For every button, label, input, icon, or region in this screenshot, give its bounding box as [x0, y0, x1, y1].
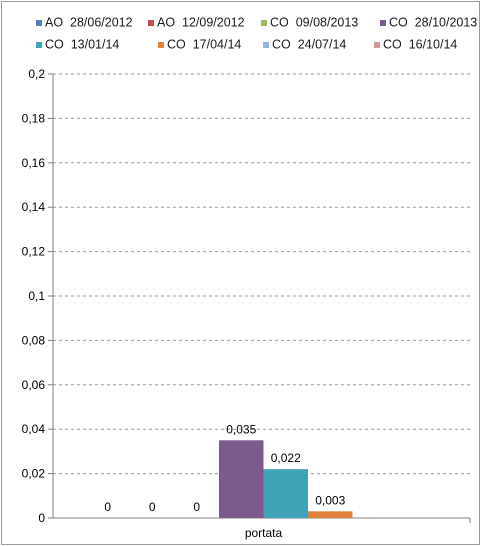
legend-label: CO 17/04/14 — [167, 38, 241, 52]
y-tick-label: 0,02 — [22, 467, 46, 481]
y-tick-label: 0,18 — [22, 111, 46, 125]
y-tick-label: 0,04 — [22, 422, 46, 436]
legend-swatch — [148, 20, 154, 26]
legend-label: AO 28/06/2012 — [45, 16, 133, 30]
legend-swatch — [36, 20, 42, 26]
legend-label: CO 28/10/2013 — [389, 16, 477, 30]
bar — [263, 469, 308, 518]
y-tick-label: 0 — [38, 511, 45, 525]
y-tick-label: 0,12 — [22, 245, 46, 259]
data-label: 0 — [193, 500, 200, 514]
data-label: 0 — [104, 500, 111, 514]
legend-label: CO 24/07/14 — [272, 38, 346, 52]
y-tick-label: 0,08 — [22, 333, 46, 347]
legend-label: CO 16/10/14 — [383, 38, 457, 52]
y-tick-label: 0,14 — [22, 200, 46, 214]
legend-swatch — [36, 42, 42, 48]
y-tick-label: 0,06 — [22, 378, 46, 392]
legend-label: CO 09/08/2013 — [270, 16, 358, 30]
legend-swatch — [380, 20, 386, 26]
legend-swatch — [263, 42, 269, 48]
data-label: 0,022 — [271, 451, 301, 465]
data-label: 0 — [149, 500, 156, 514]
y-tick-label: 0,2 — [28, 67, 45, 81]
legend-swatch — [158, 42, 164, 48]
legend-swatch — [374, 42, 380, 48]
y-tick-label: 0,1 — [28, 289, 45, 303]
data-label: 0,003 — [315, 493, 345, 507]
legend-swatch — [261, 20, 267, 26]
legend-label: AO 12/09/2012 — [157, 16, 245, 30]
bar — [308, 511, 353, 518]
x-category-label: portata — [245, 526, 283, 540]
legend-label: CO 13/01/14 — [45, 38, 119, 52]
y-tick-label: 0,16 — [22, 156, 46, 170]
data-label: 0,035 — [226, 422, 256, 436]
bar — [219, 440, 264, 518]
